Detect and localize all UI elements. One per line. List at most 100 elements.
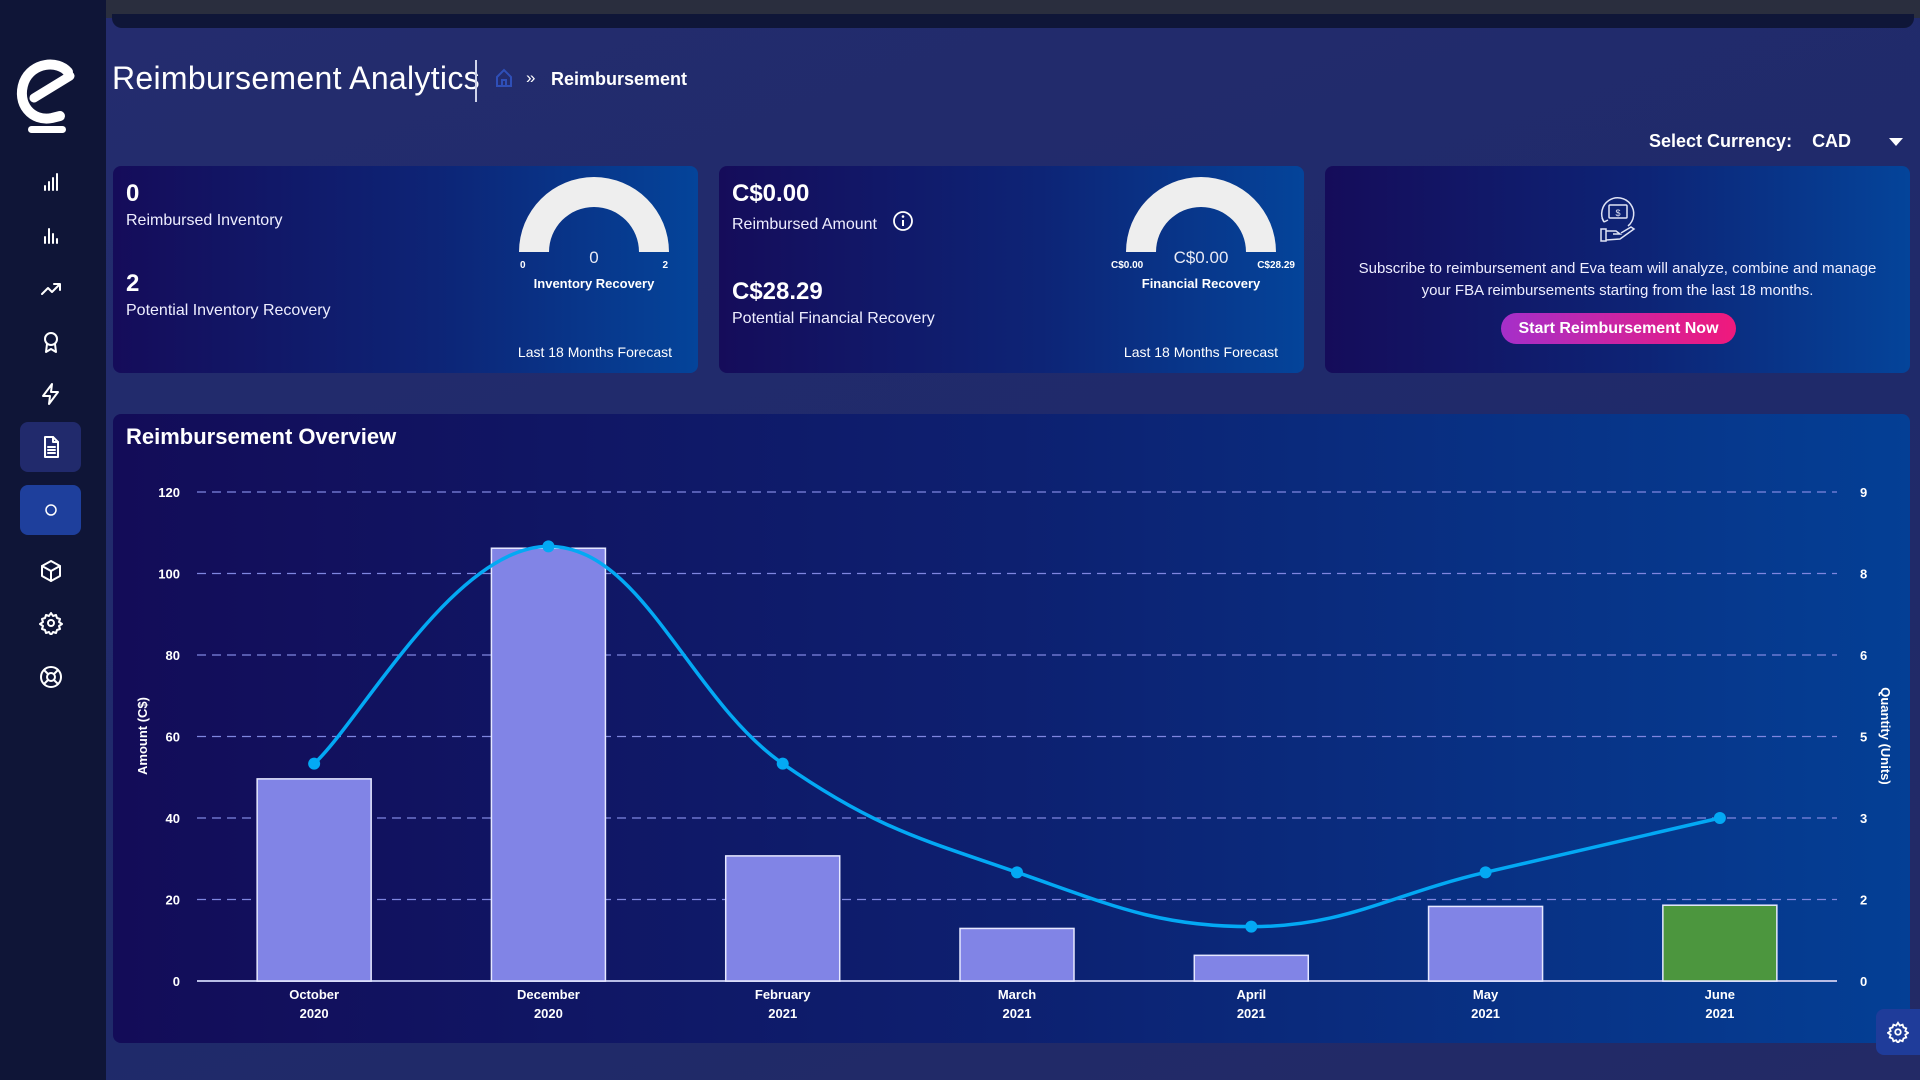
bar: [959, 927, 1075, 982]
bar: [724, 855, 841, 982]
y2-tick-label: 5: [1860, 730, 1867, 745]
breadcrumb-separator: »: [526, 68, 536, 87]
reimbursed-amount-value: C$0.00: [732, 180, 810, 207]
sidebar-item-package[interactable]: [20, 546, 81, 596]
line-point: [1011, 866, 1023, 879]
y-tick-label: 40: [166, 811, 180, 826]
x-tick-label-month: March: [998, 987, 1036, 1002]
reimbursement-hand-icon: $: [1600, 197, 1636, 242]
potential-financial-label: Potential Financial Recovery: [732, 310, 935, 327]
y-tick-label: 120: [158, 485, 180, 500]
chevron-down-icon[interactable]: [1889, 137, 1904, 146]
gear-icon: [1887, 1021, 1909, 1043]
line-point: [1245, 920, 1258, 933]
gauge-min: C$0.00: [1111, 260, 1144, 271]
reimbursed-amount-label: Reimbursed Amount: [732, 216, 877, 233]
x-tick-label-month: December: [517, 987, 580, 1002]
financial-card: C$0.00 Reimbursed Amount C$28.29 Potenti…: [719, 166, 1304, 373]
sidebar-item-bar-chart[interactable]: [20, 157, 81, 207]
sidebar: [0, 0, 106, 1080]
gauge-value: C$0.00: [1173, 248, 1229, 267]
y-axis-label: Amount (C$): [135, 697, 150, 775]
x-tick-label-month: June: [1705, 987, 1735, 1002]
sidebar-item-settings[interactable]: [20, 598, 81, 648]
y-tick-label: 60: [166, 730, 180, 745]
y2-axis-label: Quantity (Units): [1878, 687, 1893, 785]
line-point: [308, 757, 321, 770]
gauge-min: 0: [520, 260, 526, 271]
potential-inventory-value: 2: [126, 270, 140, 297]
sidebar-item-circle[interactable]: [20, 485, 81, 535]
sidebar-item-lightning[interactable]: [20, 369, 81, 419]
support-icon: [39, 666, 62, 688]
currency-label: Select Currency:: [1649, 131, 1793, 151]
circle-icon: [44, 504, 57, 516]
line-point: [776, 757, 789, 770]
x-tick-label-month: February: [755, 987, 811, 1002]
x-tick-label-month: May: [1473, 987, 1499, 1002]
subscribe-text: Subscribe to reimbursement and Eva team …: [1335, 258, 1900, 302]
sidebar-item-document[interactable]: [20, 422, 81, 472]
forecast-label: Last 18 Months Forecast: [517, 344, 672, 360]
sidebar-item-trending-up[interactable]: [20, 263, 81, 313]
line-point: [1713, 812, 1726, 824]
gauge-value: 0: [589, 248, 599, 267]
sidebar-item-award[interactable]: [20, 317, 81, 367]
currency-selector[interactable]: Select Currency: CAD: [1649, 131, 1904, 152]
home-icon[interactable]: [494, 68, 514, 88]
bar-chart-alt-icon: [43, 228, 58, 244]
award-icon: [43, 332, 58, 353]
y2-tick-label: 2: [1860, 893, 1867, 908]
y2-tick-label: 3: [1860, 811, 1867, 826]
bar: [1193, 954, 1310, 982]
x-tick-label-year: 2021: [1237, 1006, 1266, 1021]
y2-tick-label: 8: [1860, 567, 1867, 582]
overview-title: Reimbursement Overview: [126, 424, 397, 449]
y2-tick-label: 6: [1860, 648, 1867, 663]
potential-inventory-label: Potential Inventory Recovery: [126, 302, 331, 319]
bar: [490, 547, 607, 982]
quantity-line: [312, 544, 1721, 929]
lightning-icon: [41, 383, 59, 405]
currency-value[interactable]: CAD: [1812, 131, 1852, 151]
sidebar-item-bar-chart-alt[interactable]: [20, 210, 81, 260]
settings-fab[interactable]: [1876, 1009, 1920, 1055]
gauge-arc: [519, 177, 669, 252]
gauge-max: 2: [662, 260, 668, 271]
bar: [1427, 905, 1544, 982]
bar: [256, 778, 372, 982]
gauge-title: Inventory Recovery: [533, 276, 655, 291]
eva-logo[interactable]: [14, 58, 78, 134]
financial-gauge: C$0.00 C$28.29 C$0.00 Financial Recovery: [1101, 172, 1301, 292]
reimbursed-inventory-label: Reimbursed Inventory: [126, 212, 283, 229]
x-tick-label-year: 2021: [768, 1006, 797, 1021]
x-tick-label-year: 2021: [1003, 1006, 1032, 1021]
subscribe-card: $ Subscribe to reimbursement and Eva tea…: [1325, 166, 1910, 373]
y-tick-label: 80: [166, 648, 180, 663]
sidebar-item-support[interactable]: [20, 652, 81, 702]
breadcrumb-current: Reimbursement: [551, 69, 688, 89]
line-point: [542, 540, 555, 553]
y-tick-label: 0: [173, 974, 180, 989]
gauge-max: C$28.29: [1257, 260, 1295, 271]
subscribe-line-1: Subscribe to reimbursement and Eva team …: [1358, 260, 1877, 277]
x-tick-label-month: April: [1236, 987, 1266, 1002]
page-title: Reimbursement Analytics: [112, 60, 480, 96]
gauge-title: Financial Recovery: [1141, 276, 1261, 291]
title-divider: [475, 60, 477, 102]
inventory-card: 0 Reimbursed Inventory 2 Potential Inven…: [113, 166, 698, 373]
svg-text:$: $: [1615, 208, 1620, 218]
reimbursed-inventory-value: 0: [126, 180, 140, 207]
inventory-gauge: 0 2 0 Inventory Recovery: [494, 172, 694, 292]
start-reimbursement-button[interactable]: Start Reimbursement Now: [1501, 313, 1736, 344]
info-icon[interactable]: [892, 210, 914, 232]
settings-icon: [38, 612, 63, 635]
subscribe-line-2: your FBA reimbursements starting from th…: [1421, 282, 1814, 299]
potential-financial-value: C$28.29: [732, 278, 823, 305]
y-tick-label: 100: [158, 567, 180, 582]
bar: [1662, 904, 1778, 982]
y2-tick-label: 9: [1860, 485, 1867, 500]
x-tick-label-year: 2021: [1471, 1006, 1500, 1021]
package-icon: [40, 560, 61, 582]
overview-chart: 0 0 20 2 40 3 60 5 80 6 100 8 120 9 Amount (C$) Quantit…: [135, 485, 1893, 1021]
